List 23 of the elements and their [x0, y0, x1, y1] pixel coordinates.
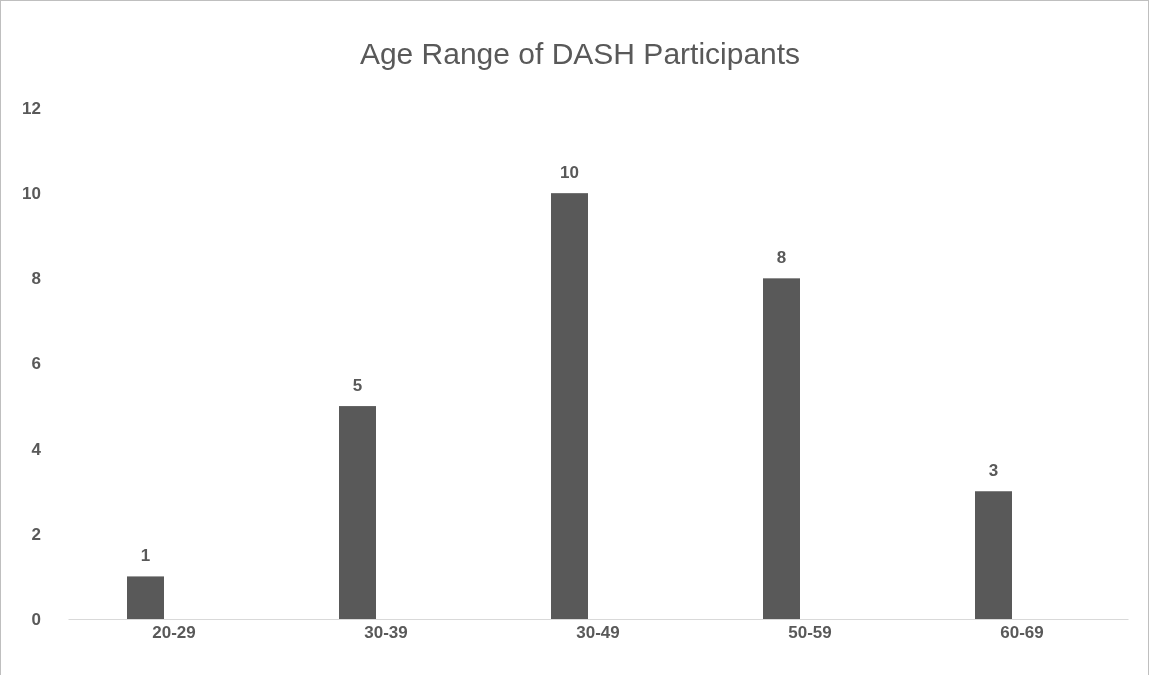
y-tick-label: 0: [31, 609, 41, 629]
y-tick-label: 12: [22, 98, 41, 118]
y-tick-label: 8: [31, 269, 41, 289]
data-label: 10: [560, 163, 579, 183]
data-label: 1: [140, 546, 151, 566]
bar: [339, 406, 376, 619]
bar: [975, 491, 1012, 619]
data-label: 5: [352, 376, 363, 396]
x-tick-label: 20-29: [152, 623, 196, 642]
x-tick-label: 50-59: [788, 623, 832, 642]
chart-title: Age Range of DASH Participants: [359, 37, 801, 70]
x-tick-label: 30-39: [364, 623, 408, 642]
data-label: 3: [988, 461, 999, 481]
bar: [551, 193, 588, 619]
bar: [763, 278, 800, 619]
x-tick-label: 30-49: [576, 623, 620, 642]
y-tick-label: 10: [22, 184, 41, 204]
bar: [127, 576, 164, 619]
data-label: 8: [776, 248, 787, 268]
x-tick-label: 60-69: [1000, 623, 1044, 642]
y-tick-label: 2: [31, 524, 41, 544]
y-tick-label: 4: [31, 439, 42, 459]
y-tick-label: 6: [31, 354, 41, 374]
